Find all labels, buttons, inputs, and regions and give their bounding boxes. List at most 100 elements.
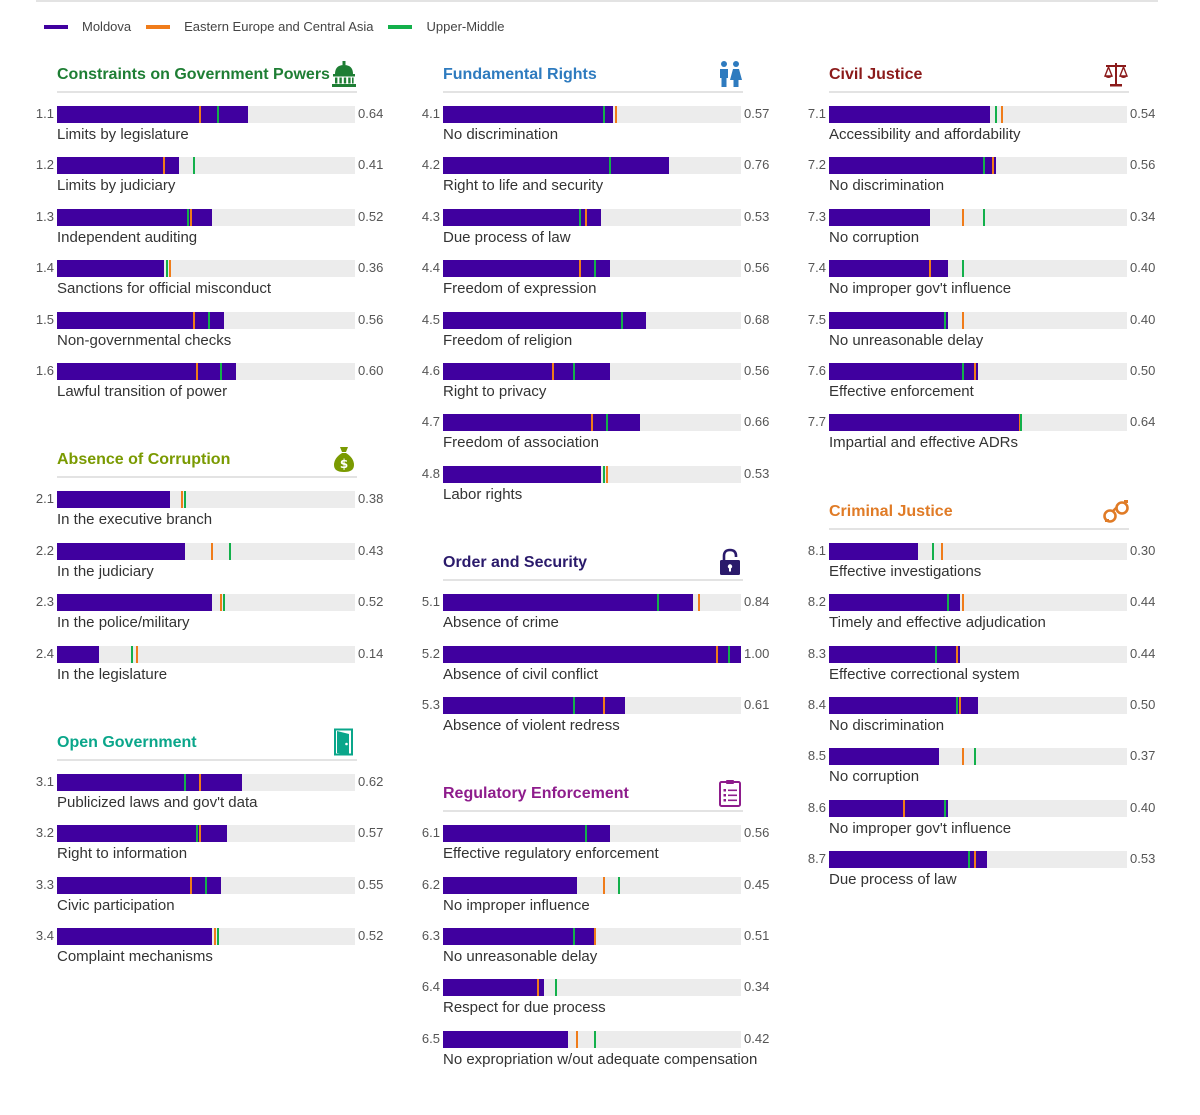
marker-income — [982, 208, 985, 226]
factor-row-1.6: 1.6 0.60 Lawful transition of power — [36, 362, 383, 413]
marker-income — [962, 362, 965, 380]
marker-region — [199, 773, 202, 791]
factor-score: 0.38 — [358, 491, 384, 507]
bar-moldova — [829, 311, 949, 329]
factor-number: 6.5 — [421, 1030, 440, 1046]
factor-score: 0.57 — [358, 825, 384, 841]
bar-track — [829, 542, 1127, 560]
factor-score: 0.60 — [358, 362, 384, 378]
factor-label: No corruption — [829, 228, 920, 246]
marker-income — [593, 1030, 596, 1048]
factor-score: 0.56 — [1130, 157, 1156, 173]
factor-score: 0.40 — [1130, 799, 1156, 815]
factor-label: Effective regulatory enforcement — [443, 845, 659, 863]
marker-region — [537, 979, 540, 997]
factor-label: In the executive branch — [57, 511, 213, 529]
bar-moldova — [57, 928, 212, 946]
factor-row-3.3: 3.3 0.55 Civic participation — [36, 876, 383, 927]
marker-region — [585, 208, 588, 226]
bar-moldova — [829, 157, 996, 175]
factor-number: 1.4 — [35, 260, 54, 276]
legend-item-region: Eastern Europe and Central Asia — [146, 19, 373, 34]
bar-moldova — [829, 542, 919, 560]
section-title: Regulatory Enforcement — [443, 785, 629, 803]
bar-track — [57, 542, 355, 560]
factor-list: 4.1 0.57 No discrimination 4.2 0.76 Right to … — [421, 105, 769, 516]
factor-number: 4.8 — [421, 465, 440, 481]
factor-score: 0.64 — [1130, 414, 1156, 430]
factor-number: 4.6 — [421, 362, 440, 378]
bar-track — [829, 311, 1127, 329]
factor-label: In the police/military — [57, 614, 190, 632]
factor-score: 0.14 — [358, 645, 384, 661]
section-header: Criminal Justice — [829, 499, 1129, 530]
factor-score: 0.40 — [1130, 260, 1156, 276]
factor-row-8.6: 8.6 0.40 No improper gov't influence — [808, 799, 1155, 850]
section-criminal-justice: Criminal Justice 8.1 0.30 Effective investi… — [807, 499, 1155, 902]
marker-income — [968, 851, 971, 869]
bar-moldova — [443, 157, 670, 175]
marker-region — [1000, 106, 1003, 123]
section-absence-of-corruption: Absence of Corruption $2.1 0.38 In the exec… — [36, 447, 383, 696]
bar-track — [57, 825, 355, 843]
factor-number: 4.5 — [421, 311, 440, 327]
factor-score: 0.30 — [1130, 542, 1156, 558]
top-divider — [36, 0, 1158, 2]
bar-track — [443, 696, 741, 714]
factor-number: 1.5 — [35, 311, 54, 327]
factor-score: 0.52 — [358, 208, 384, 224]
marker-region — [193, 311, 196, 329]
column-right: Civil Justice 7.1 0.54 Accessibility and af… — [807, 62, 1155, 935]
bar-track — [57, 491, 355, 509]
factor-score: 0.61 — [744, 696, 770, 712]
bar-track — [57, 208, 355, 226]
bar-track — [57, 106, 355, 123]
factor-row-4.1: 4.1 0.57 No discrimination — [422, 105, 769, 156]
marker-income — [187, 208, 190, 226]
bar-moldova — [829, 594, 961, 612]
marker-income — [593, 260, 596, 278]
marker-region — [213, 928, 216, 946]
bar-track — [443, 1030, 741, 1048]
factor-score: 0.50 — [1130, 362, 1156, 378]
factor-list: 7.1 0.54 Accessibility and affordability 7.… — [808, 105, 1155, 465]
bar-track — [443, 157, 741, 175]
factor-label: Non-governmental checks — [57, 331, 232, 349]
svg-text:$: $ — [340, 457, 348, 471]
legend-label-moldova: Moldova — [82, 19, 132, 34]
factor-number: 8.7 — [807, 851, 826, 867]
bar-track — [829, 851, 1127, 869]
factor-label: Timely and effective adjudication — [829, 614, 1046, 632]
marker-region — [210, 542, 213, 560]
factor-label: Limits by judiciary — [57, 177, 176, 195]
factor-row-3.4: 3.4 0.52 Complaint mechanisms — [36, 927, 383, 978]
bar-track — [443, 465, 741, 483]
factor-score: 0.68 — [744, 311, 770, 327]
section-civil-justice: Civil Justice 7.1 0.54 Accessibility and af… — [808, 62, 1155, 465]
marker-income — [605, 414, 608, 432]
marker-income — [956, 696, 959, 714]
factor-row-7.5: 7.5 0.40 No unreasonable delay — [808, 311, 1155, 362]
bar-moldova — [443, 311, 646, 329]
bar-track — [57, 928, 355, 946]
bar-track — [57, 311, 355, 329]
bar-track — [829, 645, 1127, 663]
section-title: Constraints on Government Powers — [57, 66, 330, 83]
factor-row-8.2: 8.2 0.44 Timely and effective adjudication — [808, 593, 1155, 644]
section-regulatory-enforcement: Regulatory Enforcement 6.1 0.56 Effective r… — [421, 780, 769, 1081]
factor-number: 3.2 — [35, 825, 54, 841]
bar-moldova — [443, 876, 578, 894]
marker-income — [166, 260, 169, 278]
legend-item-income: Upper-Middle — [388, 19, 505, 34]
factor-score: 0.54 — [1130, 106, 1156, 121]
marker-region — [199, 825, 202, 843]
marker-income — [184, 491, 187, 509]
marker-income — [947, 594, 950, 612]
marker-region — [605, 465, 608, 483]
factor-label: Freedom of religion — [443, 331, 573, 349]
section-header: Constraints on Government Powers — [57, 61, 357, 93]
bar-moldova — [829, 414, 1020, 432]
factor-score: 0.52 — [358, 594, 384, 610]
factor-score: 0.64 — [358, 106, 384, 121]
factor-number: 6.2 — [421, 876, 440, 892]
